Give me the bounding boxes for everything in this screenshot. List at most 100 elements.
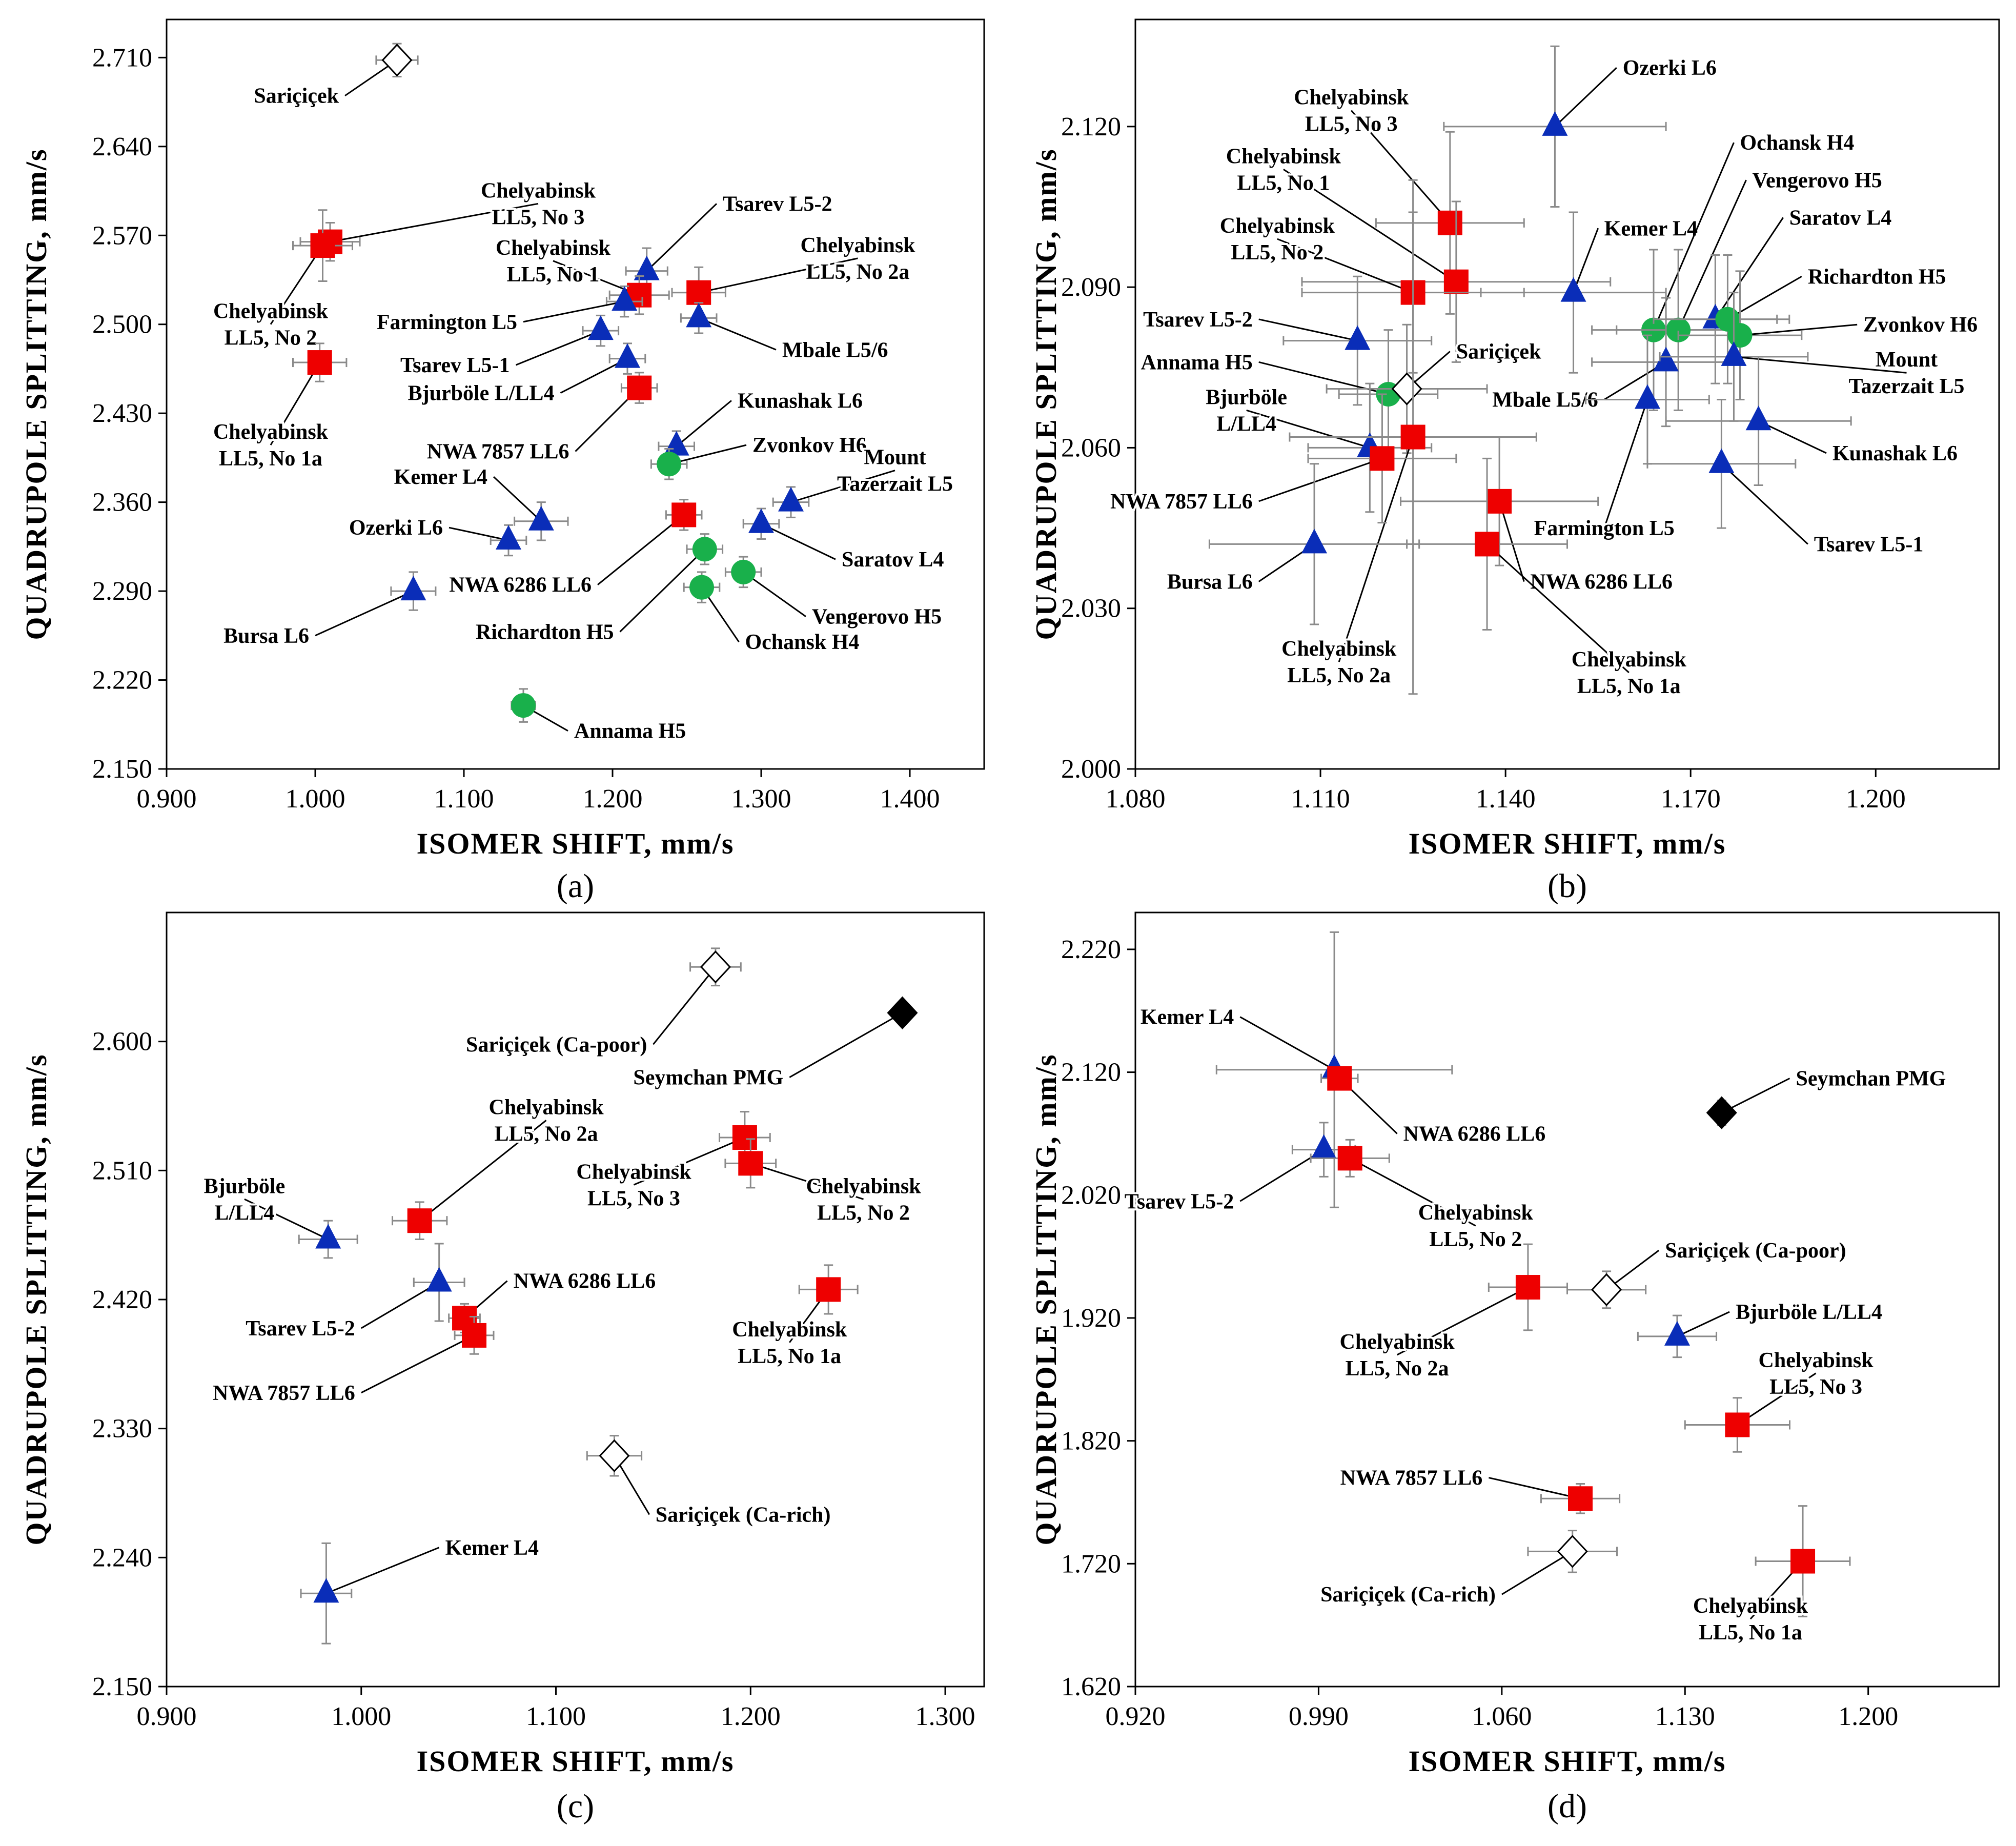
leader-line [325, 1547, 440, 1594]
panel-caption: (a) [557, 867, 594, 905]
marker-triangle [400, 576, 426, 601]
panel-caption: (b) [1547, 867, 1587, 905]
leader-line [597, 514, 685, 585]
y-tick-label: 2.420 [92, 1285, 152, 1314]
point-kemer-l4: Kemer L4 [1480, 211, 1700, 374]
leader-line [743, 571, 806, 617]
point-sari-i-ek-ca-poor: Sariçiçek (Ca-poor) [1566, 1237, 1848, 1309]
leader-line [1603, 399, 1648, 529]
point-chelyabinsk-ll5-no-1a: Chelyabinsk LL5, No 1a [730, 1264, 859, 1370]
x-tick-label: 1.080 [1106, 784, 1166, 814]
point-farmington-l5: Farmington L5 [1532, 334, 1710, 542]
point-vengerovo-h5: Vengerovo H5 [724, 556, 944, 631]
marker-triangle [313, 1578, 339, 1603]
point-chelyabinsk-ll5-no-3: Chelyabinsk LL5, No 3 [1684, 1347, 1876, 1453]
x-tick-label: 1.200 [583, 784, 643, 814]
marker-square [1790, 1549, 1816, 1574]
point-label: NWA 7857 LL6 [427, 440, 569, 464]
x-tick-label: 1.200 [1838, 1702, 1898, 1731]
leader-line [1653, 142, 1735, 331]
point-label: Bjurböle L/LL4 [408, 382, 555, 405]
leader-line [1501, 1551, 1573, 1595]
point-sari-i-ek-ca-rich: Sariçiçek (Ca-rich) [1318, 1530, 1618, 1609]
leader-line [270, 245, 323, 325]
point-bursa-l6: Bursa L6 [1165, 463, 1420, 625]
marker-diamond [1391, 372, 1422, 405]
marker-circle [1666, 317, 1691, 342]
point-nwa-6286-ll6: NWA 6286 LL6 [447, 499, 703, 599]
marker-square [1370, 446, 1395, 471]
point-label: Chelyabinsk [800, 234, 915, 257]
point-label: L/LL4 [215, 1201, 275, 1225]
point-vengerovo-h5: Vengerovo H5 [1616, 167, 1884, 411]
point-chelyabinsk-ll5-no-2a: Chelyabinsk LL5, No 2a [392, 1093, 606, 1241]
leader-line [1740, 323, 1858, 336]
point-label: Vengerovo H5 [812, 605, 942, 629]
point-label: Annama H5 [1141, 351, 1253, 374]
point-kemer-l4: Kemer L4 [1138, 931, 1453, 1208]
y-tick-label: 2.500 [92, 310, 152, 339]
point-label: LL5, No 2a [495, 1122, 598, 1146]
marker-diamond [700, 950, 731, 984]
leader-line [646, 203, 718, 272]
marker-square [310, 233, 335, 258]
point-label: Ochansk H4 [1740, 131, 1854, 155]
marker-triangle [1542, 111, 1568, 136]
y-tick-label: 1.620 [1061, 1672, 1121, 1701]
y-tick-label: 2.220 [92, 666, 152, 695]
point-nwa-7857-ll6: NWA 7857 LL6 [1338, 1465, 1621, 1514]
point-nwa-7857-ll6: NWA 7857 LL6 [211, 1316, 495, 1407]
marker-square [1443, 269, 1469, 294]
point-mount-tazerzait-l5: Mount Tazerzait L5 [772, 444, 955, 518]
point-label: LL5, No 2a [1346, 1357, 1449, 1381]
point-label: NWA 6286 LL6 [1530, 571, 1673, 594]
marker-triangle [748, 508, 774, 533]
leader-line [1721, 1078, 1790, 1114]
x-tick-label: 1.000 [331, 1702, 391, 1731]
marker-square [627, 375, 652, 400]
leader-line [619, 549, 705, 633]
x-tick-label: 1.140 [1476, 784, 1536, 814]
point-chelyabinsk-ll5-no-1a: Chelyabinsk LL5, No 1a [211, 342, 348, 473]
point-label: Kemer L4 [394, 465, 487, 489]
point-tsarev-l5-1: Tsarev L5-1 [1646, 398, 1925, 558]
point-label: Chelyabinsk [213, 300, 329, 323]
point-label: Richardton H5 [1808, 265, 1946, 289]
point-chelyabinsk-ll5-no-3: Chelyabinsk LL5, No 3 [1292, 84, 1525, 315]
x-tick-label: 1.200 [1846, 784, 1906, 814]
leader-line [1677, 1311, 1730, 1337]
leader-line [361, 1282, 440, 1329]
x-tick-label: 1.200 [721, 1702, 781, 1731]
x-tick-label: 1.130 [1655, 1702, 1715, 1731]
x-tick-label: 1.100 [526, 1702, 586, 1731]
leader-line [1396, 1286, 1529, 1356]
point-bjurb-le-l-ll4: Bjurböle L/LL4 [1637, 1299, 1884, 1358]
point-label: Sariçiçek [254, 85, 339, 108]
marker-square [732, 1125, 757, 1150]
point-chelyabinsk-ll5-no-1a: Chelyabinsk LL5, No 1a [1691, 1505, 1851, 1647]
marker-triangle [1664, 1321, 1690, 1346]
point-label: Sariçiçek [1456, 340, 1541, 363]
leader-line [676, 400, 732, 447]
point-label: Sariçiçek (Ca-rich) [1320, 1583, 1496, 1607]
leader-line [668, 444, 747, 465]
point-label: Bjurböle [204, 1174, 286, 1198]
panel-c: 0.900 1.000 1.100 1.200 1.300 2.150 2.240 2.330… [19, 911, 985, 1825]
point-farmington-l5: Farmington L5 [375, 285, 643, 336]
marker-square [1568, 1486, 1593, 1511]
marker-square [671, 502, 697, 528]
point-chelyabinsk-ll5-no-2a: Chelyabinsk LL5, No 2a [1279, 179, 1537, 695]
point-label: Richardton H5 [476, 620, 614, 644]
point-label: Bjurböle L/LL4 [1736, 1301, 1882, 1324]
point-label: LL5, No 2a [1287, 664, 1391, 687]
point-label: Ochansk H4 [745, 631, 860, 654]
point-label: LL5, No 3 [1305, 113, 1398, 136]
plot-frame [1134, 911, 2000, 1688]
point-label: Ozerki L6 [1623, 56, 1717, 80]
point-chelyabinsk-ll5-no-1: Chelyabinsk LL5, No 1 [494, 234, 670, 315]
leader-line [449, 526, 509, 541]
leader-line [493, 476, 542, 522]
leader-line [1283, 169, 1457, 282]
leader-line [330, 202, 539, 243]
point-label: Tsarev L5-2 [1125, 1190, 1234, 1213]
